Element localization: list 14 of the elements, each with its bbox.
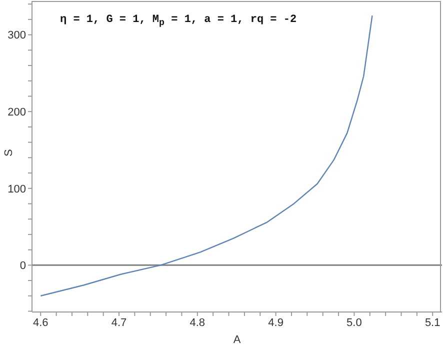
line-series — [40, 14, 373, 296]
y-tick-label: 0 — [20, 260, 26, 272]
x-tick-label: 4.6 — [32, 316, 48, 329]
y-tick-label: 100 — [8, 183, 26, 196]
x-tick-label: 5.1 — [424, 316, 440, 329]
x-tick-label: 5.0 — [346, 316, 362, 329]
y-tick-label: 300 — [8, 30, 26, 42]
y-tick-label: 200 — [8, 106, 26, 118]
text: η = 1, G = 1, M$_{p}$ = 1, a = 1, rq = -2 — [60, 14, 297, 28]
y-axis-title: S — [2, 149, 15, 156]
x-axis-title: A — [233, 334, 242, 346]
x-tick-label: 4.9 — [268, 316, 284, 329]
x-tick-label: 4.7 — [111, 316, 127, 329]
x-tick-label: 4.8 — [190, 316, 206, 329]
